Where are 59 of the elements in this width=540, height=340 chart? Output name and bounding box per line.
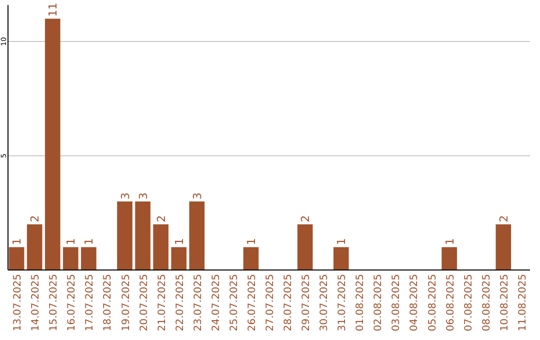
x-tick-label: 13.07.2025 <box>12 274 24 332</box>
bar <box>442 247 457 270</box>
x-tick-label: 16.07.2025 <box>66 274 78 332</box>
x-tick-label: 05.08.2025 <box>427 274 438 332</box>
data-label: 1 <box>244 238 258 246</box>
bar <box>44 18 60 270</box>
bar <box>333 247 349 270</box>
x-tick-label: 14.07.2025 <box>30 274 42 332</box>
bar <box>135 201 150 270</box>
x-tick-label: 26.07.2025 <box>246 274 258 332</box>
x-tick-label: 15.07.2025 <box>48 274 60 332</box>
data-label: 2 <box>28 215 42 222</box>
data-label: 11 <box>46 2 60 17</box>
x-tick-label: 18.07.2025 <box>102 274 114 332</box>
x-tick-label: 19.07.2025 <box>120 274 132 332</box>
data-label: 3 <box>136 192 150 200</box>
bar <box>26 224 42 270</box>
x-tick-label: 08.08.2025 <box>481 274 492 332</box>
data-label: 1 <box>172 238 186 246</box>
x-tick-label: 11.08.2025 <box>517 274 528 332</box>
x-tick-label: 01.08.2025 <box>355 274 366 332</box>
x-tick-label: 29.07.2025 <box>301 274 312 332</box>
x-tick-label: 28.07.2025 <box>283 274 294 332</box>
data-label: 1 <box>64 238 78 246</box>
x-tick-label: 06.08.2025 <box>445 274 456 332</box>
bar <box>8 247 24 270</box>
x-tick-label: 10.08.2025 <box>499 274 510 332</box>
data-label: 2 <box>154 215 168 222</box>
data-label: 1 <box>82 238 96 246</box>
data-label: 2 <box>497 215 510 222</box>
bar <box>153 224 168 270</box>
data-label: 1 <box>335 238 348 246</box>
x-tick-label: 30.07.2025 <box>319 274 330 332</box>
bar <box>297 224 313 270</box>
bar <box>496 224 512 270</box>
x-tick-label: 31.07.2025 <box>337 274 348 332</box>
x-tick-label: 21.07.2025 <box>156 274 168 332</box>
x-tick-label: 24.07.2025 <box>210 274 222 332</box>
bar <box>171 247 187 270</box>
bar <box>62 247 78 270</box>
data-label: 2 <box>299 215 312 222</box>
x-tick-label: 07.08.2025 <box>463 274 474 332</box>
x-tick-label: 27.07.2025 <box>265 274 276 332</box>
x-tick-label: 04.08.2025 <box>409 274 420 332</box>
x-tick-label: 03.08.2025 <box>391 274 402 332</box>
data-label: 1 <box>443 238 456 246</box>
x-tick-label: 02.08.2025 <box>373 274 384 332</box>
x-tick-label: 25.07.2025 <box>228 274 240 332</box>
bar <box>189 201 205 270</box>
bar <box>243 247 259 270</box>
x-tick-label: 20.07.2025 <box>138 274 150 332</box>
bar <box>117 201 132 270</box>
data-label: 3 <box>118 192 132 200</box>
x-tick-label: 23.07.2025 <box>192 274 204 332</box>
bar <box>81 247 96 270</box>
data-label: 3 <box>190 192 204 200</box>
x-tick-label: 17.07.2025 <box>84 274 96 332</box>
x-tick-label: 22.07.2025 <box>174 274 186 332</box>
data-label: 1 <box>10 238 24 246</box>
